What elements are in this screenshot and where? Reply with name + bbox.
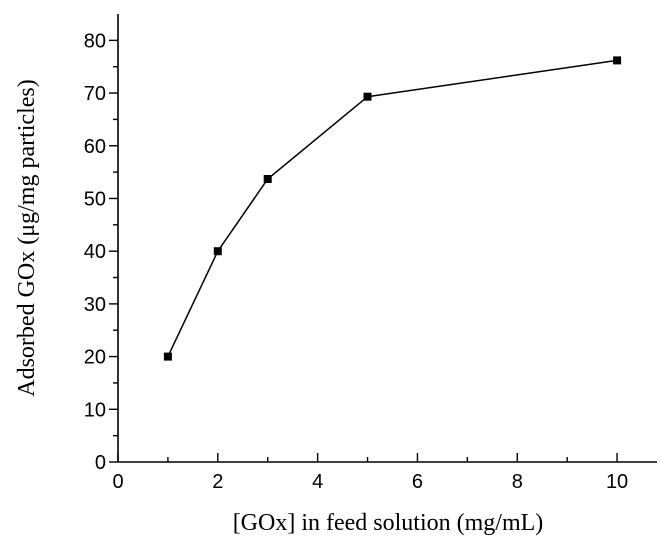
data-point [213, 247, 222, 256]
series [163, 56, 622, 361]
x-tick-label: 0 [112, 471, 123, 493]
y-ticks: 0 10 20 30 40 50 60 70 80 [84, 30, 118, 474]
y-tick-label: 50 [84, 188, 106, 210]
data-point [163, 352, 172, 361]
series-line [167, 59, 618, 357]
data-point [263, 175, 272, 183]
x-tick-label: 2 [212, 471, 223, 493]
y-tick-label: 20 [84, 347, 106, 369]
y-tick-label: 30 [84, 294, 106, 316]
y-tick-label: 60 [84, 136, 106, 158]
x-axis-title: [GOx] in feed solution (mg/mL) [233, 510, 544, 536]
y-tick-label: 0 [95, 452, 106, 474]
y-tick-label: 10 [84, 399, 106, 421]
data-point [363, 92, 372, 101]
x-tick-label: 4 [312, 471, 323, 493]
data-point [613, 56, 622, 65]
y-axis-title: Adsorbed GOx (μg/mg particles) [14, 79, 40, 396]
x-tick-label: 8 [512, 471, 523, 493]
y-tick-label: 40 [84, 241, 106, 263]
plot-frame [117, 14, 657, 463]
x-tick-label: 10 [606, 471, 628, 493]
x-ticks: 0 2 4 6 8 10 [112, 453, 628, 493]
y-tick-label: 70 [84, 83, 106, 105]
y-tick-label: 80 [84, 30, 106, 52]
x-tick-label: 6 [412, 471, 423, 493]
